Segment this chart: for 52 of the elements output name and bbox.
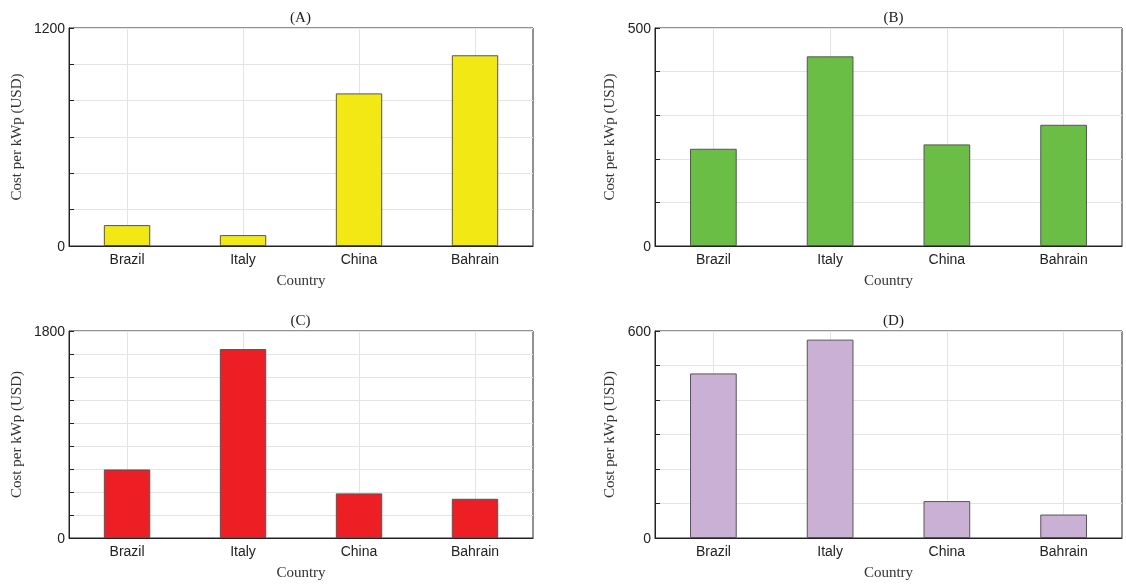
x-tick-label: Italy [230,251,256,267]
y-tick-label: 0 [57,530,66,546]
y-tick-label: 500 [627,20,652,36]
x-tick-label: Bahrain [450,543,500,559]
x-axis-title: Country [276,271,327,288]
bar [806,339,854,538]
x-tick-label: Bahrain [1039,543,1088,559]
x-tick-label: Bahrain [450,251,500,267]
bar [219,349,267,538]
bar [451,55,499,246]
bar [335,493,383,538]
y-tick-label: 1200 [33,20,66,36]
chart-title: (C) [290,311,311,329]
x-tick-label: Brazil [695,251,731,267]
y-tick-label: 0 [57,238,66,254]
x-tick-label: Brazil [109,543,145,559]
y-tick-label: 600 [627,323,652,339]
x-tick-label: Bahrain [1039,251,1088,267]
bar [1040,124,1087,246]
bar [690,148,737,246]
bar [103,469,151,538]
x-tick-label: China [340,543,378,559]
x-tick-label: China [340,251,378,267]
chart-title: (A) [290,8,311,26]
bar [690,373,737,538]
y-axis-title: Cost per kWp (USD) [601,370,619,499]
x-tick-label: Italy [817,251,843,267]
y-tick-label: 0 [643,238,652,254]
x-tick-label: Italy [817,543,843,559]
y-axis-title: Cost per kWp (USD) [601,73,619,201]
x-axis-title: Country [863,271,914,288]
y-tick-label: 0 [643,530,652,546]
x-axis-title: Country [276,563,327,580]
x-axis-title: Country [863,563,914,580]
y-tick-label: 1800 [33,323,66,339]
bar [451,498,499,538]
x-tick-label: China [928,251,966,267]
x-tick-label: Brazil [109,251,145,267]
y-axis-title: Cost per kWp (USD) [7,370,25,499]
chart-title: (D) [883,311,904,329]
bar [103,225,151,246]
bar [806,56,854,246]
x-tick-label: Brazil [695,543,731,559]
x-tick-label: Italy [230,543,256,559]
x-tick-label: China [928,543,966,559]
bar [1040,514,1087,538]
chart-title: (B) [883,8,904,26]
bar [923,144,971,246]
y-axis-title: Cost per kWp (USD) [7,73,25,201]
bar [335,93,383,246]
bar [923,501,971,538]
bar [219,235,267,246]
